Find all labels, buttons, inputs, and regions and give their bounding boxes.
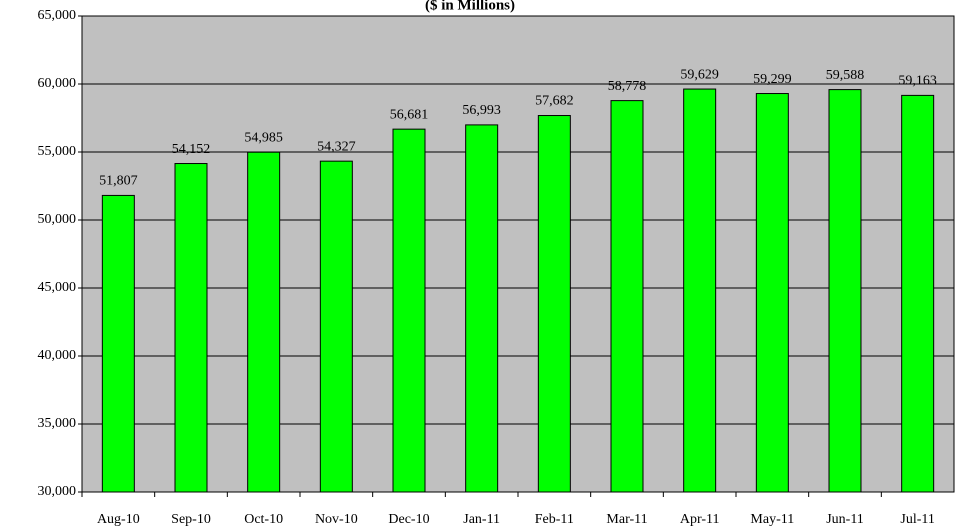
data-label: 58,778	[608, 79, 647, 94]
data-label: 56,993	[462, 103, 501, 118]
data-label: 51,807	[99, 174, 138, 189]
data-label: 56,681	[390, 107, 429, 122]
data-label: 54,985	[244, 130, 283, 145]
data-label: 59,588	[826, 68, 865, 83]
bar	[901, 94, 935, 493]
y-tick-label: 45,000	[38, 280, 77, 295]
data-label: 54,152	[172, 142, 211, 157]
x-tick-label: Apr-11	[680, 512, 720, 527]
bar	[465, 124, 499, 493]
bar	[319, 160, 353, 493]
y-tick-label: 50,000	[38, 212, 77, 227]
x-tick-label: Sep-10	[171, 512, 211, 527]
bar	[247, 151, 281, 493]
y-tick-label: 65,000	[38, 8, 77, 23]
x-tick-label: Nov-10	[315, 512, 358, 527]
data-label: 57,682	[535, 94, 574, 109]
x-tick-label: Mar-11	[606, 512, 647, 527]
y-tick-label: 30,000	[38, 484, 77, 499]
bar	[101, 194, 135, 493]
x-tick-label: Jun-11	[826, 512, 864, 527]
plot-area	[81, 15, 955, 493]
bar	[610, 100, 644, 493]
x-tick-label: May-11	[750, 512, 794, 527]
chart-title: ($ in Millions)	[425, 0, 515, 13]
bar	[755, 93, 789, 493]
x-tick-label: Jul-11	[900, 512, 934, 527]
data-label: 54,327	[317, 139, 356, 154]
x-tick-label: Oct-10	[244, 512, 283, 527]
y-tick-label: 60,000	[38, 76, 77, 91]
bar	[174, 163, 208, 493]
y-tick-label: 35,000	[38, 416, 77, 431]
y-tick-label: 55,000	[38, 144, 77, 159]
data-label: 59,299	[753, 72, 792, 87]
bar	[683, 88, 717, 493]
x-tick-label: Jan-11	[463, 512, 500, 527]
x-tick-label: Aug-10	[97, 512, 140, 527]
bar	[828, 89, 862, 493]
x-tick-label: Feb-11	[535, 512, 574, 527]
x-tick-label: Dec-10	[388, 512, 429, 527]
bar	[392, 128, 426, 493]
bar	[537, 115, 571, 493]
data-label: 59,163	[898, 74, 937, 89]
data-label: 59,629	[680, 67, 719, 82]
y-tick-label: 40,000	[38, 348, 77, 363]
